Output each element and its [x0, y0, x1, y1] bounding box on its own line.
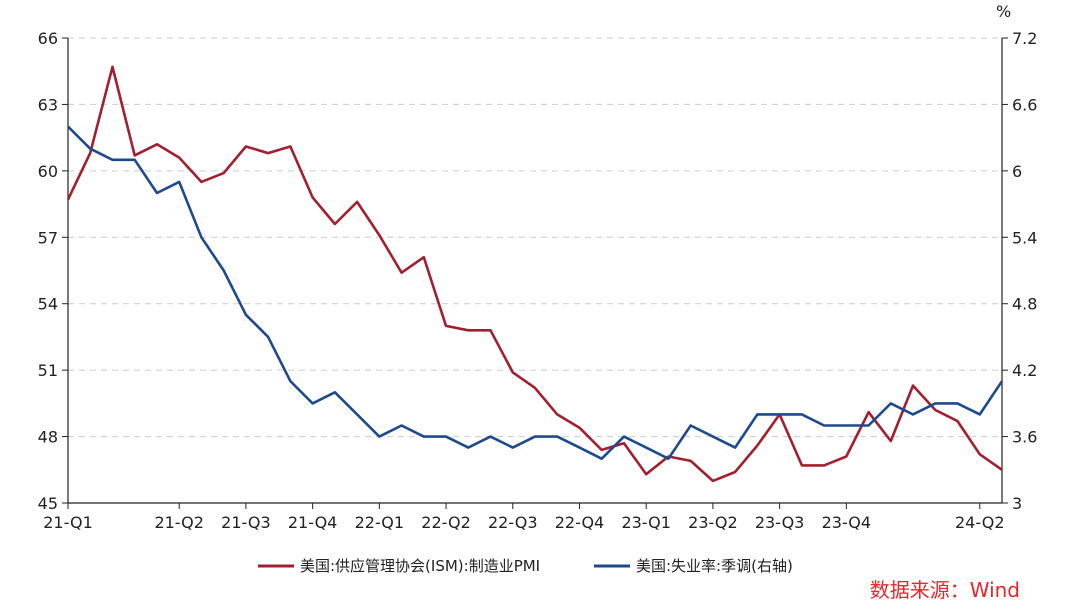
x-tick-label: 22-Q4	[555, 513, 605, 532]
x-tick-label: 22-Q1	[355, 513, 405, 532]
legend-label-2: 美国:失业率:季调(右轴)	[636, 557, 793, 575]
y-right-tick-label: 6.6	[1012, 95, 1037, 114]
y-right-unit: %	[996, 2, 1011, 21]
y-left-tick-label: 66	[38, 29, 58, 48]
series-line-1	[66, 65, 1003, 483]
y-left-tick-label: 57	[38, 228, 58, 247]
x-tick-label: 22-Q3	[488, 513, 538, 532]
legend: 美国:供应管理协会(ISM):制造业PMI 美国:失业率:季调(右轴)	[258, 557, 793, 575]
legend-label-1: 美国:供应管理协会(ISM):制造业PMI	[300, 557, 540, 575]
x-tick-label: 23-Q1	[621, 513, 671, 532]
y-right-tick-label: 4.2	[1012, 361, 1037, 380]
y-right-tick-label: 3	[1012, 494, 1022, 513]
x-tick-label: 23-Q3	[755, 513, 805, 532]
series-layer	[66, 65, 1004, 483]
y-left-tick-label: 60	[38, 162, 58, 181]
source-note: 数据来源：Wind	[870, 578, 1020, 602]
x-tick-label: 24-Q2	[955, 513, 1005, 532]
grid-layer	[68, 37, 1002, 438]
x-tick-label: 21-Q4	[288, 513, 338, 532]
y-left-tick-label: 51	[38, 361, 58, 380]
x-tick-label: 22-Q2	[421, 513, 471, 532]
axes-layer: 45 48 51 54 57 60 63 66 3 3.6 4.2 4.8 5.4 6 6.6 7.2% 21-…	[38, 2, 1038, 532]
y-left-tick-label: 63	[38, 95, 58, 114]
x-tick-label: 23-Q2	[688, 513, 738, 532]
x-tick-label: 23-Q4	[822, 513, 872, 532]
y-left-tick-label: 54	[38, 295, 58, 314]
y-right-tick-label: 5.4	[1012, 228, 1037, 247]
y-left-tick-label: 45	[38, 494, 58, 513]
y-right-tick-label: 3.6	[1012, 428, 1037, 447]
y-right-tick-label: 6	[1012, 162, 1022, 181]
x-tick-label: 21-Q2	[154, 513, 204, 532]
series-line-2	[67, 125, 1004, 461]
y-left-tick-label: 48	[38, 428, 58, 447]
x-tick-label: 21-Q1	[43, 513, 93, 532]
y-right-tick-label: 4.8	[1012, 295, 1037, 314]
x-tick-label: 21-Q3	[221, 513, 271, 532]
y-right-tick-label: 7.2	[1012, 29, 1037, 48]
